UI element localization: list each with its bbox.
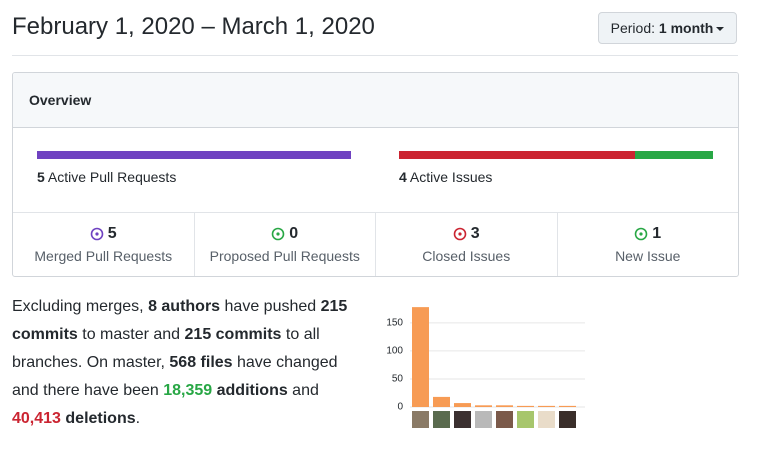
summary-emphasis: 568 files [169,354,233,371]
pr-label: Active Pull Requests [47,169,177,185]
summary-emphasis: 8 authors [148,298,221,315]
summary: Excluding merges, 8 authors have pushed … [12,293,362,433]
overview-box: Overview 5 Active Pull Requests 4 Active… [12,72,739,277]
stat-value: 1 [652,225,662,242]
y-tick-label: 150 [386,317,403,328]
issue-meter [399,151,713,159]
meter-segment [634,151,713,159]
bar [475,405,492,407]
summary-emphasis: 18,359 [163,382,213,399]
stat-cell[interactable]: 5 Merged Pull Requests [13,213,194,276]
icon-dot [458,232,462,236]
issue-count: 4 [399,169,407,185]
author-avatar[interactable] [496,411,513,428]
summary-emphasis: deletions [65,410,136,427]
meter-segment [399,151,635,159]
summary-emphasis: additions [216,382,288,399]
summary-text: to all branches. On master, [12,326,320,371]
pr-summary[interactable]: 5 Active Pull Requests [37,169,176,185]
stats-row: 5 Merged Pull Requests 0 Proposed Pull Requ… [13,212,739,276]
stat-icon [90,227,104,241]
stat-number: 1 [558,225,739,243]
bar [454,403,471,407]
author-avatar[interactable] [559,411,576,428]
stat-label: New Issue [615,248,681,264]
pr-meter [37,151,351,159]
icon-dot [95,232,99,236]
author-avatar[interactable] [517,411,534,428]
y-tick-label: 100 [386,346,403,357]
author-avatar[interactable] [475,411,492,428]
summary-text: . [135,410,141,427]
stat-number: 5 [13,225,194,243]
bar [496,405,513,407]
icon-shape [453,227,467,241]
author-avatar[interactable] [454,411,471,428]
icon-shape [271,227,285,241]
issue-summary[interactable]: 4 Active Issues [399,169,492,185]
stat-number: 3 [376,225,557,243]
stat-label: Closed Issues [422,248,511,264]
stat-number: 0 [195,225,376,243]
bar [412,307,429,407]
author-avatar[interactable] [433,411,450,428]
period-button[interactable]: Period: 1 month [598,12,737,44]
bar [433,396,450,407]
commit-chart: 0 50 100 150 [386,307,585,428]
stat-cell[interactable]: 0 Proposed Pull Requests [193,213,376,276]
stat-icon [634,227,648,241]
icon-shape [634,227,648,241]
stat-label: Merged Pull Requests [34,248,173,264]
y-tick-label: 0 [397,402,403,413]
bar [538,405,555,407]
y-tick-label: 50 [392,374,404,385]
summary-emphasis: 215 commits [12,298,348,343]
stat-value: 0 [289,225,299,242]
summary-text: have pushed [220,298,321,315]
icon-shape [90,227,104,241]
issue-label: Active Issues [409,169,493,185]
summary-text: have changed and there have been [12,354,338,399]
period-value: 1 month [658,20,714,36]
bar [517,405,534,407]
summary-text: to master and [77,326,185,343]
stat-label: Proposed Pull Requests [209,248,360,264]
overview-title: Overview [13,73,738,128]
stat-value: 5 [107,225,117,242]
meter-segment [37,151,351,159]
period-label: Period: [610,20,655,36]
icon-dot [639,232,643,236]
stat-cell[interactable]: 3 Closed Issues [375,213,557,276]
pr-count: 5 [37,169,45,185]
bar [559,405,576,407]
icon-dot [276,232,280,236]
summary-emphasis: 215 commits [184,326,282,343]
page-title: February 1, 2020 – March 1, 2020 [12,13,375,40]
stat-icon [453,227,467,241]
summary-emphasis: 40,413 [12,410,61,427]
divider [12,55,738,56]
stat-value: 3 [470,225,480,242]
stat-cell[interactable]: 1 New Issue [556,213,739,276]
stat-icon [271,227,285,241]
summary-text: Excluding merges, [12,298,149,315]
author-avatar[interactable] [538,411,555,428]
summary-text: and [287,382,319,399]
caret [716,27,725,32]
author-avatar[interactable] [412,411,429,428]
